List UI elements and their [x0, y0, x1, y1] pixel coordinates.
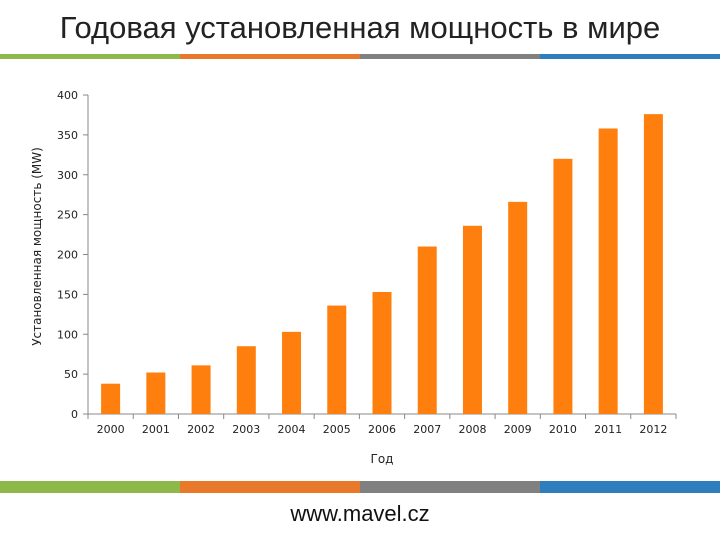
y-tick-label: 150 — [57, 288, 78, 301]
y-axis-label: Установленная мощность (MW) — [30, 147, 44, 346]
bar-2004 — [282, 331, 302, 414]
bar-2002 — [191, 365, 211, 414]
x-tick-label: 2009 — [504, 423, 532, 436]
x-tick-label: 2003 — [232, 423, 260, 436]
bar-2006 — [372, 291, 392, 414]
x-tick-label: 2012 — [639, 423, 667, 436]
stripe-orange — [180, 54, 360, 59]
x-tick-label: 2007 — [413, 423, 441, 436]
x-axis-label: Год — [371, 452, 394, 466]
stripe-green — [0, 54, 180, 59]
y-tick-label: 300 — [57, 169, 78, 182]
page-title: Годовая установленная мощность в мире — [59, 10, 661, 45]
y-tick-label: 350 — [57, 129, 78, 142]
bar-2001 — [146, 372, 166, 414]
bar-2009 — [508, 201, 528, 414]
bottom-color-stripe — [0, 481, 720, 493]
x-tick-label: 2008 — [458, 423, 486, 436]
website-footer: www.mavel.cz — [290, 501, 430, 526]
stripe-blue — [540, 54, 720, 59]
x-tick-label: 2002 — [187, 423, 215, 436]
y-tick-label: 200 — [57, 249, 78, 262]
x-tick-label: 2006 — [368, 423, 396, 436]
top-color-stripe — [0, 54, 720, 59]
stripe-blue — [540, 481, 720, 493]
x-tick-label: 2004 — [278, 423, 306, 436]
bar-2008 — [462, 225, 482, 414]
y-tick-label: 50 — [64, 368, 78, 381]
y-tick-label: 100 — [57, 328, 78, 341]
bar-2007 — [417, 246, 437, 414]
stripe-gray — [360, 481, 540, 493]
bar-2012 — [643, 114, 663, 414]
stripe-orange — [180, 481, 360, 493]
x-tick-label: 2010 — [549, 423, 577, 436]
bar-2011 — [598, 128, 618, 414]
x-tick-label: 2011 — [594, 423, 622, 436]
x-tick-label: 2000 — [97, 423, 125, 436]
bar-2010 — [553, 158, 573, 414]
y-tick-label: 0 — [71, 408, 78, 421]
stripe-green — [0, 481, 180, 493]
bar-2000 — [101, 383, 121, 414]
x-tick-label: 2001 — [142, 423, 170, 436]
x-tick-label: 2005 — [323, 423, 351, 436]
bar-chart: 0 50 100 150 200 250 300 350 400 2000 2001 2002 2003… — [30, 89, 677, 466]
stripe-gray — [360, 54, 540, 59]
bar-2005 — [327, 305, 347, 414]
y-tick-label: 400 — [57, 89, 78, 102]
bar-2003 — [236, 346, 256, 414]
y-tick-label: 250 — [57, 209, 78, 222]
